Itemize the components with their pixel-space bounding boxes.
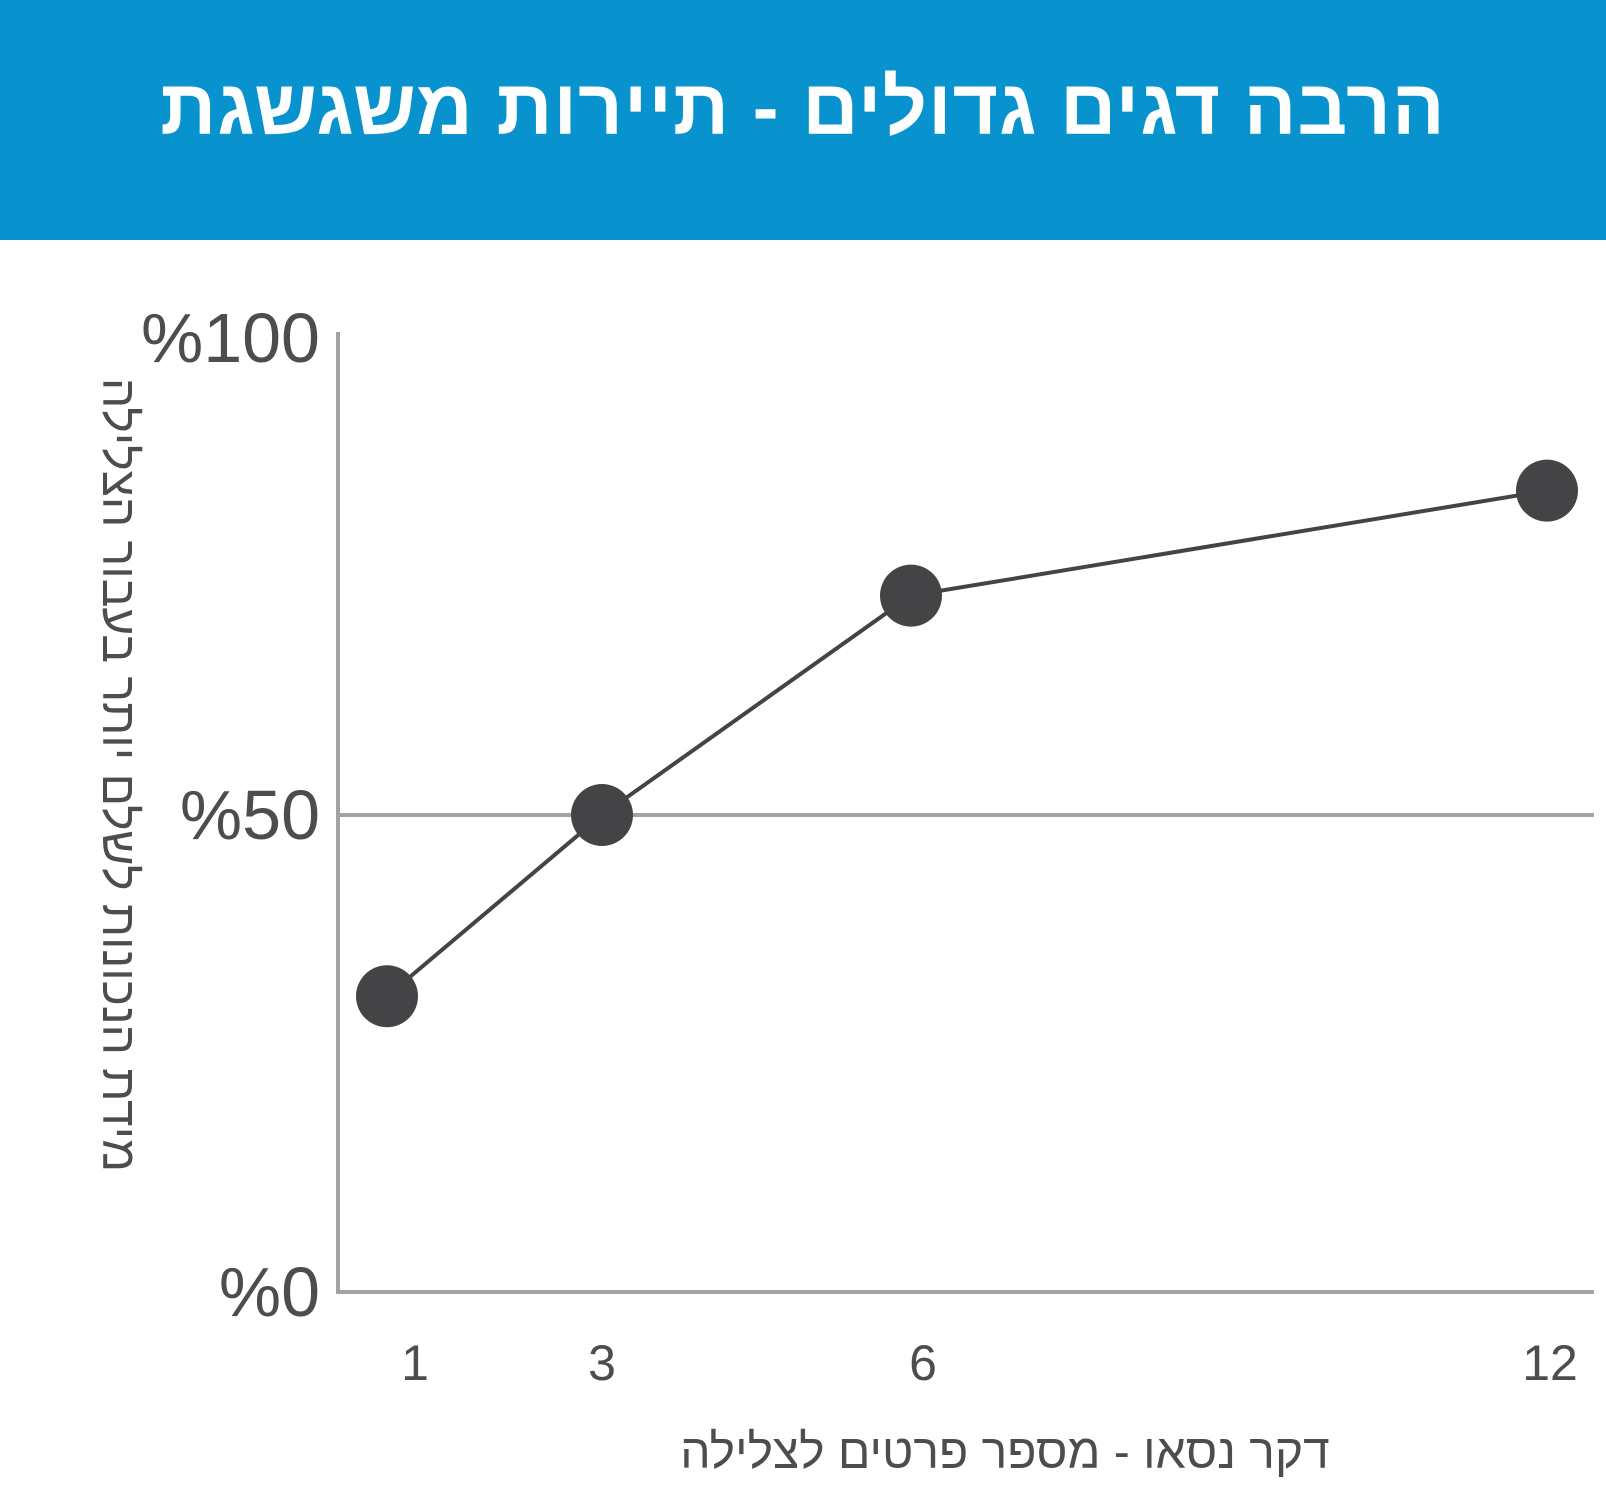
chart-title: הרבה דגים גדולים - תיירות משגשגת — [160, 63, 1446, 151]
x-tick-label: 3 — [588, 1335, 616, 1391]
y-tick-label: %50 — [180, 776, 320, 854]
data-point — [571, 784, 633, 846]
line-chart: %0 %50 %100 1 3 6 12 דקר נסאו - מספר פרטים לצלי… — [92, 299, 1594, 1479]
data-point — [1516, 459, 1578, 522]
x-tick-label: 1 — [401, 1335, 429, 1391]
series-layer — [356, 459, 1578, 1028]
chart-header: הרבה דגים גדולים - תיירות משגשגת — [0, 0, 1606, 240]
x-tick-label: 12 — [1522, 1335, 1578, 1391]
data-point — [880, 564, 942, 627]
series-line — [385, 488, 1548, 998]
y-tick-label: %100 — [141, 299, 320, 377]
labels-layer: %0 %50 %100 1 3 6 12 דקר נסאו - מספר פרטים לצלי… — [92, 299, 1578, 1479]
y-axis-title: מידת הנכונות לשלם יותר בעבור הצלילה — [92, 378, 145, 1172]
data-point — [356, 965, 418, 1028]
x-tick-label: 6 — [909, 1335, 937, 1391]
axes-layer — [336, 332, 1594, 1294]
y-tick-label: %0 — [219, 1253, 320, 1331]
x-axis-title: דקר נסאו - מספר פרטים לצלילה — [680, 1426, 1330, 1479]
